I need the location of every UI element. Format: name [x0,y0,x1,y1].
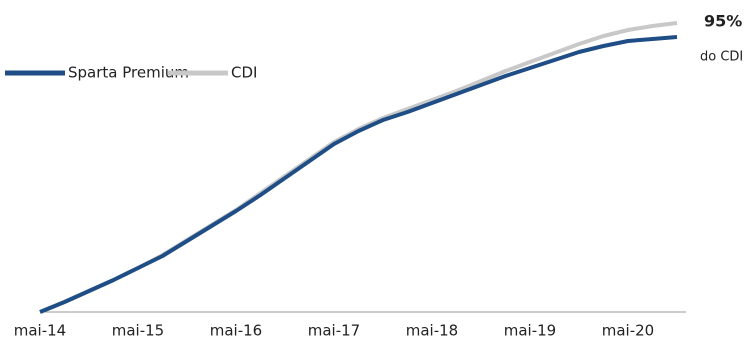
x-tick-label: mai-18 [406,322,458,340]
x-tick-label: mai-14 [14,322,66,340]
series-line [39,35,678,314]
x-tick-label: mai-20 [602,322,654,340]
annotation-value: 95% [704,12,742,31]
legend-label: Sparta Premium [68,64,189,82]
legend-label: CDI [231,64,257,82]
x-tick-label: mai-16 [210,322,262,340]
x-tick-label: mai-19 [504,322,556,340]
x-tick-label: mai-15 [112,322,164,340]
x-tick-label: mai-17 [308,322,360,340]
annotation-note: do CDI [700,50,743,65]
